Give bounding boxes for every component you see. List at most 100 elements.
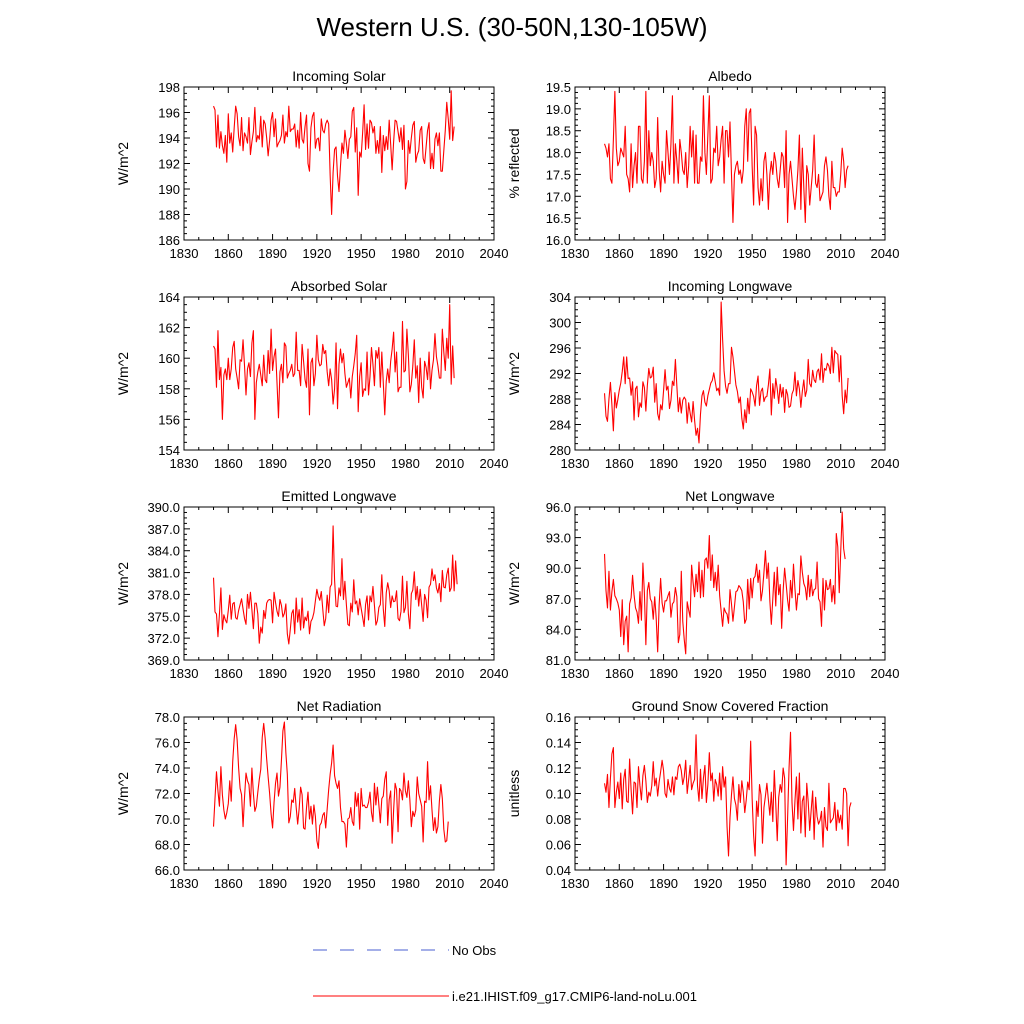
y-tick-label: 304 [549,290,571,305]
y-tick-label: 288 [549,392,571,407]
y-axis-label: % reflected [506,128,522,198]
plot-frame [183,506,495,661]
series-line [213,304,455,420]
y-tick-label: 280 [549,443,571,458]
y-tick-label: 17.5 [546,167,571,182]
x-tick-label: 1980 [391,246,420,261]
y-tick-label: 84.0 [546,622,571,637]
x-tick-label: 1890 [649,876,678,891]
x-tick-label: 1920 [693,246,722,261]
y-tick-label: 375.0 [147,609,180,624]
x-tick-label: 1950 [347,666,376,681]
x-tick-label: 2010 [435,246,464,261]
y-tick-label: 369.0 [147,653,180,668]
figure-title: Western U.S. (30-50N,130-105W) [316,12,708,42]
x-tick-label: 1980 [782,876,811,891]
y-tick-label: 81.0 [546,653,571,668]
legend-label-model: i.e21.IHIST.f09_g17.CMIP6-land-noLu.001 [452,989,697,1004]
y-tick-label: 0.08 [546,812,571,827]
panel: Absorbed Solar W/m^2 1830 1860 1890 1920 1950 1… [115,278,508,471]
y-tick-label: 381.0 [147,566,180,581]
x-tick-label: 2040 [480,456,509,471]
x-tick-label: 1950 [347,456,376,471]
y-tick-label: 192 [158,157,180,172]
y-tick-label: 194 [158,131,180,146]
x-tick-label: 1890 [258,246,287,261]
y-tick-label: 18.0 [546,146,571,161]
y-tick-label: 0.12 [546,761,571,776]
x-tick-label: 1950 [738,246,767,261]
y-axis-label: W/m^2 [506,562,522,605]
x-tick-label: 1830 [170,666,199,681]
y-tick-label: 93.0 [546,531,571,546]
panel: Incoming Longwave W/m^2 1830 1860 1890 1920 19… [506,278,899,471]
x-tick-label: 1980 [391,666,420,681]
panel: Incoming Solar W/m^2 1830 1860 1890 1920 1950 1… [115,68,508,261]
y-axis-label: W/m^2 [115,352,131,395]
x-tick-label: 2010 [435,666,464,681]
x-tick-label: 1950 [738,666,767,681]
panel-title: Net Longwave [685,488,775,504]
y-axis-label: W/m^2 [115,562,131,605]
x-tick-label: 1830 [561,666,590,681]
x-tick-label: 2010 [435,456,464,471]
y-tick-label: 154 [158,443,180,458]
y-tick-label: 18.5 [546,124,571,139]
y-tick-label: 160 [158,351,180,366]
y-tick-label: 72.0 [155,787,180,802]
y-tick-label: 188 [158,208,180,223]
x-tick-label: 1980 [391,876,420,891]
panel: Ground Snow Covered Fraction unitless 1830… [506,698,899,891]
y-tick-label: 0.14 [546,736,571,751]
panel-title: Net Radiation [297,698,382,714]
x-tick-label: 1890 [649,666,678,681]
y-tick-label: 90.0 [546,561,571,576]
x-tick-label: 1920 [693,666,722,681]
x-tick-label: 1890 [649,456,678,471]
panel-title: Absorbed Solar [291,278,388,294]
x-tick-label: 1950 [738,876,767,891]
x-tick-label: 2040 [871,876,900,891]
x-tick-label: 1920 [302,246,331,261]
x-tick-label: 1830 [561,876,590,891]
y-tick-label: 76.0 [155,736,180,751]
x-tick-label: 2040 [871,246,900,261]
y-tick-label: 164 [158,290,180,305]
x-tick-label: 1980 [782,456,811,471]
x-tick-label: 1980 [391,456,420,471]
x-tick-label: 2040 [871,456,900,471]
y-tick-label: 16.5 [546,211,571,226]
y-tick-label: 0.16 [546,710,571,725]
y-tick-label: 17.0 [546,189,571,204]
y-axis-label: W/m^2 [115,772,131,815]
y-tick-label: 284 [549,418,571,433]
panel-title: Incoming Solar [292,68,386,84]
legend: No Obs i.e21.IHIST.f09_g17.CMIP6-land-noL… [313,943,697,1004]
x-tick-label: 1860 [214,666,243,681]
y-tick-label: 198 [158,80,180,95]
x-tick-label: 2040 [480,876,509,891]
x-tick-label: 1950 [738,456,767,471]
series-line [212,525,458,645]
series-line [603,511,846,655]
plot-frame [574,86,886,241]
x-tick-label: 2010 [826,876,855,891]
y-tick-label: 78.0 [155,710,180,725]
y-tick-label: 196 [158,106,180,121]
y-tick-label: 0.06 [546,838,571,853]
x-tick-label: 1860 [605,666,634,681]
x-tick-label: 1860 [214,246,243,261]
x-tick-label: 1860 [605,876,634,891]
y-tick-label: 300 [549,316,571,331]
x-tick-label: 2040 [480,666,509,681]
panel-title: Albedo [708,68,752,84]
panel: Net Longwave W/m^2 1830 1860 1890 1920 1950 198… [506,488,899,681]
series-line [603,731,852,866]
y-tick-label: 0.10 [546,787,571,802]
series-line [603,90,849,224]
y-tick-label: 156 [158,412,180,427]
y-tick-label: 74.0 [155,761,180,776]
y-tick-label: 296 [549,341,571,356]
y-axis-label: W/m^2 [115,142,131,185]
